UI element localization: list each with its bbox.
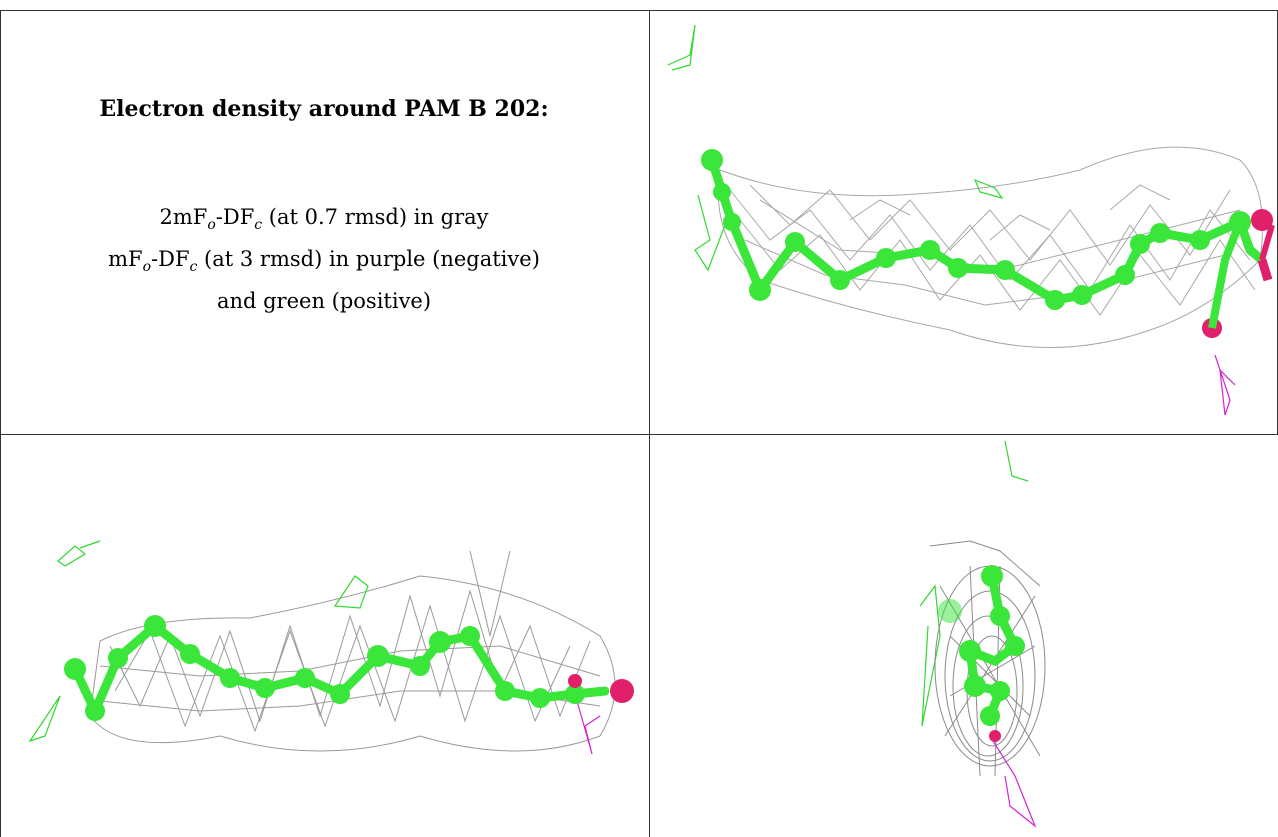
- density-view-bottom-left: [28, 540, 634, 755]
- positive-density-bottom-right: [919, 440, 1029, 727]
- carbon-atoms-bottom-right: [938, 565, 1025, 726]
- caption-cell: Electron density around PAM B 202: 2mFo-…: [0, 0, 648, 434]
- legend-line-positive: and green (positive): [216, 289, 432, 314]
- legend-line-gray: 2mFo-DFc (at 0.7 rmsd) in gray: [159, 205, 489, 234]
- panel-top-right: [650, 10, 1278, 434]
- positive-density-bottom-left: [28, 540, 369, 743]
- panel-bottom-right: [650, 436, 1278, 837]
- legend-text: 2mFo-DFc (at 0.7 rmsd) in gray mFo-DFc (…: [0, 200, 648, 318]
- frame-middle-divider: [0, 434, 1278, 435]
- density-view-bottom-right: [919, 440, 1046, 828]
- negative-density-bottom-right: [989, 735, 1037, 828]
- negative-density-top-right: [1214, 354, 1236, 416]
- positive-density-top-right: [667, 24, 1004, 272]
- density-view-top-right: [667, 24, 1275, 416]
- carbon-atoms-bottom-left: [64, 615, 585, 721]
- panel-bottom-left: [0, 436, 648, 837]
- frame-top-border: [0, 10, 1278, 11]
- legend-line-difference: mFo-DFc (at 3 rmsd) in purple (negative): [108, 247, 540, 276]
- oxygen-atoms-bottom-right: [989, 730, 1001, 742]
- oxygen-atoms-bottom-left: [568, 674, 634, 703]
- figure-title: Electron density around PAM B 202:: [99, 96, 549, 122]
- frame-center-divider: [649, 10, 650, 837]
- negative-density-bottom-left: [569, 675, 601, 755]
- frame-left-border: [0, 10, 1, 837]
- gray-mesh-bottom-left: [89, 550, 616, 752]
